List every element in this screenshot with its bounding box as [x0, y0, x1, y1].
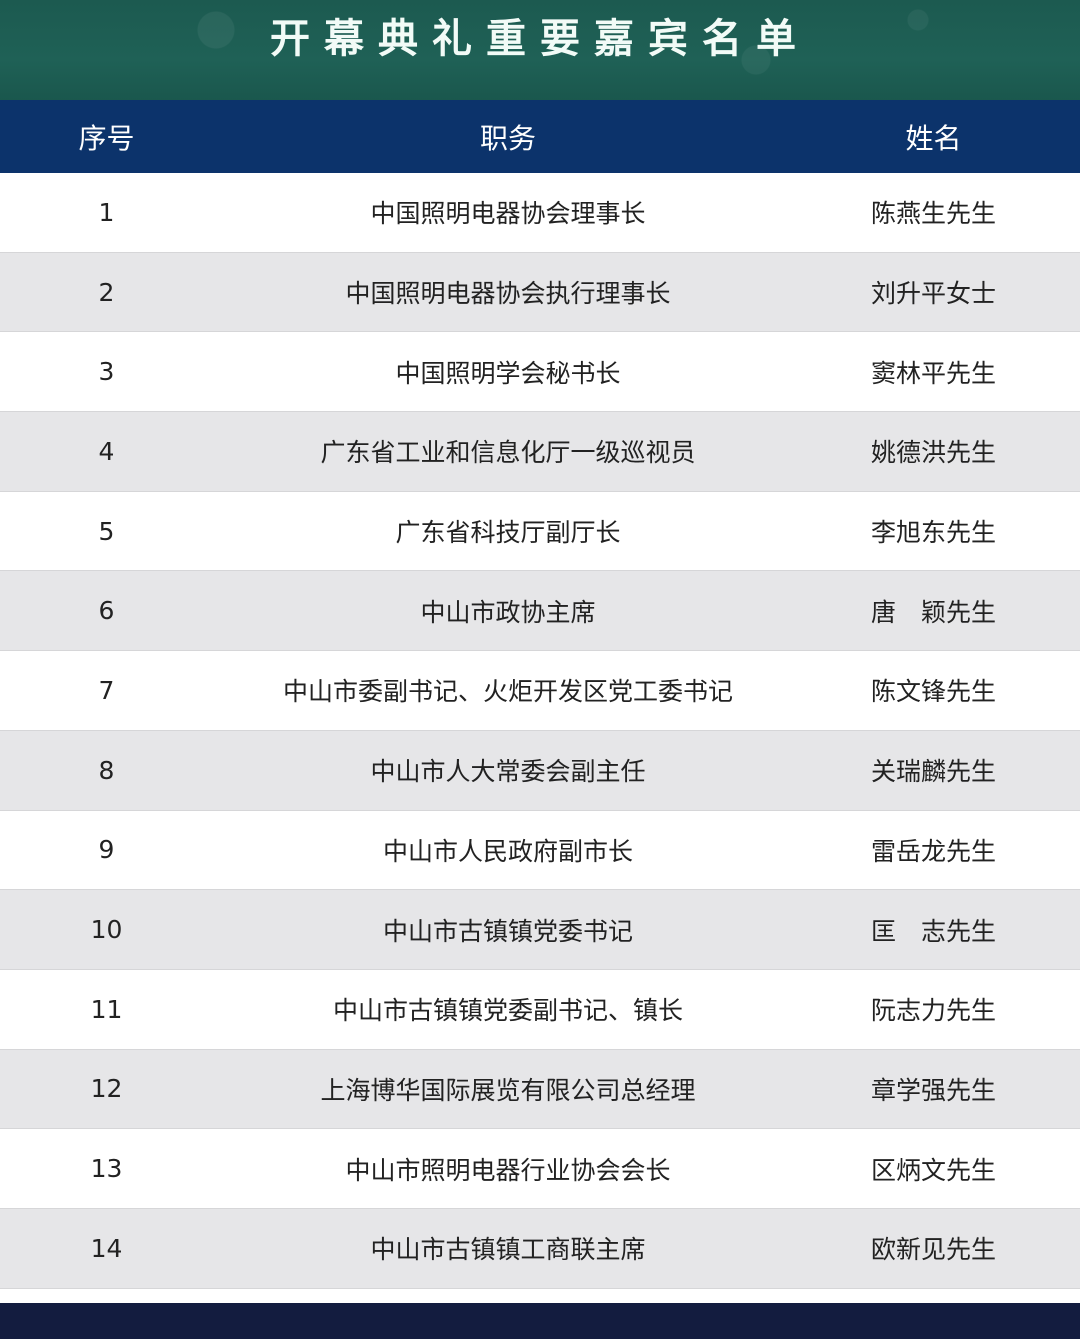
- table-row: 11 中山市古镇镇党委副书记、镇长 阮志力先生: [0, 969, 1080, 1050]
- row-name: 欧新见先生: [870, 1235, 996, 1265]
- row-name: 匡 志先生: [870, 916, 996, 946]
- table-row: 9 中山市人民政府副市长 雷岳龙先生: [0, 810, 1080, 891]
- header-position: 职务: [479, 121, 536, 155]
- table-header: 序号 职务 姓名: [0, 100, 1080, 173]
- row-position: 中国照明电器协会执行理事长: [345, 279, 671, 309]
- table-row: 8 中山市人大常委会副主任 关瑞麟先生: [0, 730, 1080, 811]
- row-position: 中国照明电器协会理事长: [370, 199, 646, 229]
- row-name: 唐 颖先生: [870, 597, 996, 627]
- row-position: 中山市人民政府副市长: [382, 836, 633, 866]
- row-number: 8: [98, 755, 115, 785]
- row-number: 12: [90, 1074, 123, 1104]
- row-position: 广东省工业和信息化厅一级巡视员: [320, 438, 696, 468]
- row-name: 关瑞麟先生: [870, 757, 996, 787]
- page-title: 开幕典礼重要嘉宾名单: [270, 16, 810, 62]
- table-row: 6 中山市政协主席 唐 颖先生: [0, 571, 1080, 652]
- row-position: 中山市古镇镇党委书记: [382, 916, 633, 946]
- row-position: 中国照明学会秘书长: [395, 358, 621, 388]
- row-number: 4: [98, 436, 115, 466]
- row-number: 1: [98, 197, 115, 227]
- row-position: 中山市委副书记、火炬开发区党工委书记: [282, 677, 733, 707]
- row-number: 13: [90, 1154, 123, 1184]
- row-position: 中山市照明电器行业协会会长: [345, 1155, 671, 1185]
- row-number: 10: [90, 915, 123, 945]
- row-position: 中山市古镇镇党委副书记、镇长: [332, 996, 683, 1026]
- row-name: 区炳文先生: [870, 1155, 996, 1185]
- row-position: 广东省科技厅副厅长: [395, 518, 621, 548]
- row-number: 6: [98, 596, 115, 626]
- table-row: 13 中山市照明电器行业协会会长 区炳文先生: [0, 1129, 1080, 1209]
- row-position: 上海博华国际展览有限公司总经理: [320, 1075, 696, 1105]
- table-row: 4 广东省工业和信息化厅一级巡视员 姚德洪先生: [0, 412, 1080, 492]
- row-number: 3: [98, 357, 115, 387]
- row-position: 中山市人大常委会副主任: [370, 757, 646, 787]
- footer-bar: [0, 1303, 1080, 1339]
- row-name: 李旭东先生: [870, 518, 996, 548]
- row-position: 中山市政协主席: [420, 597, 596, 627]
- header-number: 序号: [78, 121, 135, 155]
- table-row: 1 中国照明电器协会理事长 陈燕生先生: [0, 173, 1080, 253]
- row-name: 雷岳龙先生: [870, 836, 996, 866]
- row-number: 9: [98, 835, 115, 865]
- row-position: 中山市古镇镇工商联主席: [370, 1235, 646, 1265]
- row-name: 陈燕生先生: [870, 199, 996, 229]
- row-name: 陈文锋先生: [870, 677, 996, 707]
- header-name: 姓名: [905, 121, 962, 155]
- table-row: 5 广东省科技厅副厅长 李旭东先生: [0, 491, 1080, 572]
- row-name: 窦林平先生: [870, 358, 996, 388]
- row-number: 11: [90, 994, 123, 1024]
- table-row: 14 中山市古镇镇工商联主席 欧新见先生: [0, 1208, 1080, 1289]
- row-number: 7: [98, 675, 115, 705]
- row-number: 2: [98, 277, 115, 307]
- title-banner: 开幕典礼重要嘉宾名单: [0, 0, 1080, 100]
- row-name: 章学强先生: [870, 1075, 996, 1105]
- row-number: 14: [90, 1233, 123, 1263]
- row-name: 刘升平女士: [870, 279, 996, 309]
- row-number: 5: [98, 516, 115, 546]
- row-name: 姚德洪先生: [870, 438, 996, 468]
- table-row: 3 中国照明学会秘书长 窦林平先生: [0, 332, 1080, 413]
- table-row: 2 中国照明电器协会执行理事长 刘升平女士: [0, 252, 1080, 333]
- table-row: 10 中山市古镇镇党委书记 匡 志先生: [0, 890, 1080, 970]
- table-body: 1 中国照明电器协会理事长 陈燕生先生 2 中国照明电器协会执行理事长 刘升平女士 3 中国照…: [0, 173, 1080, 1289]
- row-name: 阮志力先生: [870, 996, 996, 1026]
- table-row: 7 中山市委副书记、火炬开发区党工委书记 陈文锋先生: [0, 651, 1080, 731]
- table-row: 12 上海博华国际展览有限公司总经理 章学强先生: [0, 1049, 1080, 1130]
